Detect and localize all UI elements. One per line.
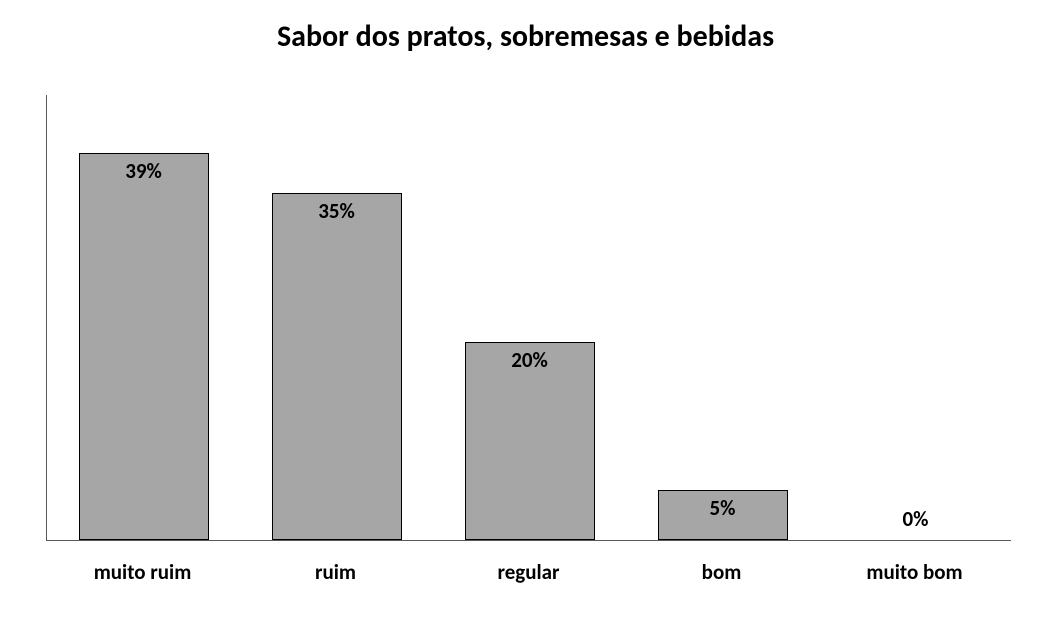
x-label-3: bom [625, 559, 818, 585]
bar-value-4: 0% [903, 506, 929, 532]
bar-slot-0: 39% [47, 95, 240, 540]
bar-1 [272, 193, 402, 540]
x-label-1: ruim [239, 559, 432, 585]
x-label-2: regular [432, 559, 625, 585]
bar-slot-1: 35% [240, 95, 433, 540]
bar-slot-2: 20% [433, 95, 626, 540]
x-label-0: muito ruim [46, 559, 239, 585]
x-label-4: muito bom [818, 559, 1011, 585]
chart-container: Sabor dos pratos, sobremesas e bebidas 3… [0, 0, 1051, 631]
bar-slot-3: 5% [626, 95, 819, 540]
bar-slot-4: 0% [819, 95, 1012, 540]
bars-row: 39% 35% 20% 5% 0% [47, 95, 1011, 540]
bar-value-1: 35% [318, 198, 355, 224]
bar-value-2: 20% [511, 347, 548, 373]
plot-area: 39% 35% 20% 5% 0% [46, 95, 1011, 541]
chart-title: Sabor dos pratos, sobremesas e bebidas [0, 18, 1051, 55]
bar-0 [79, 153, 209, 540]
bar-value-0: 39% [125, 158, 162, 184]
bar-value-3: 5% [710, 495, 736, 521]
